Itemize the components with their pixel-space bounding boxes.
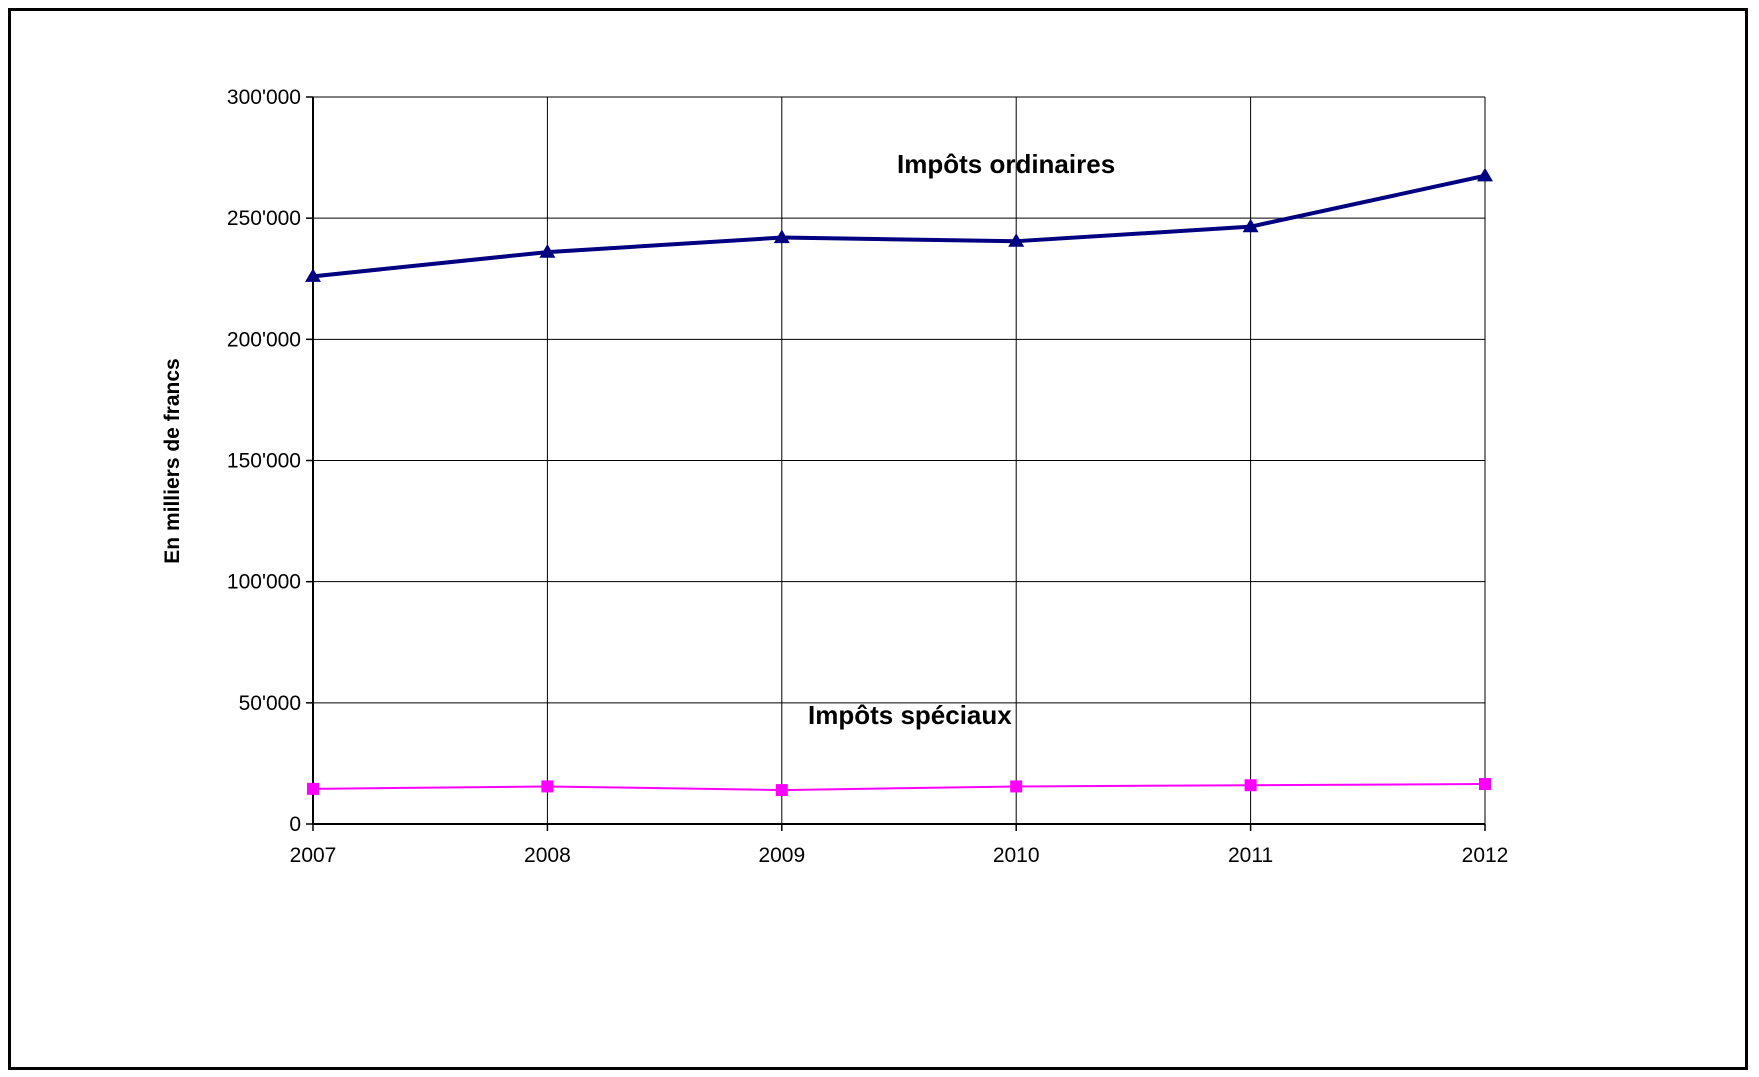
x-tick-label: 2007 [290, 844, 337, 867]
series-line-impots-speciaux [312, 783, 1486, 792]
data-point [539, 244, 556, 258]
chart-frame: 0 50'000 100'000 150'000 200'000 250'000 300'0… [8, 8, 1748, 1070]
y-tick-label: 100'000 [227, 571, 301, 594]
data-point [775, 784, 788, 797]
y-axis-title: En milliers de francs [161, 358, 184, 563]
y-tick-label: 300'000 [227, 86, 301, 109]
y-tick-label: 200'000 [227, 328, 301, 351]
x-tick-label: 2010 [993, 844, 1040, 867]
data-point [773, 229, 790, 244]
y-tick-label: 0 [289, 813, 301, 836]
tick-labels: 0 50'000 100'000 150'000 200'000 250'000 300'0… [227, 86, 1508, 867]
data-point [1008, 233, 1025, 247]
series-line-impots-ordinaires [312, 173, 1486, 279]
grid-lines [313, 96, 1486, 824]
data-point [307, 782, 319, 795]
y-tick-label: 150'000 [227, 450, 301, 473]
y-tick-label: 250'000 [227, 207, 301, 230]
data-point [1010, 780, 1023, 793]
data-point [305, 268, 321, 282]
x-tick-label: 2009 [758, 844, 805, 867]
x-tick-label: 2012 [1462, 844, 1509, 867]
series [305, 167, 1493, 797]
series-label-impots-ordinaires: Impôts ordinaires [897, 149, 1115, 179]
axes [306, 96, 1486, 831]
data-point [1242, 218, 1259, 233]
series-label-impots-speciaux: Impôts spéciaux [808, 700, 1012, 730]
data-point [541, 780, 554, 793]
data-point [1477, 167, 1493, 182]
data-point [1479, 778, 1491, 791]
y-tick-label: 50'000 [239, 692, 301, 715]
x-tick-label: 2008 [524, 844, 571, 867]
x-tick-label: 2011 [1228, 844, 1273, 867]
line-chart: 0 50'000 100'000 150'000 200'000 250'000 300'0… [161, 86, 1508, 867]
data-point [1244, 779, 1257, 792]
